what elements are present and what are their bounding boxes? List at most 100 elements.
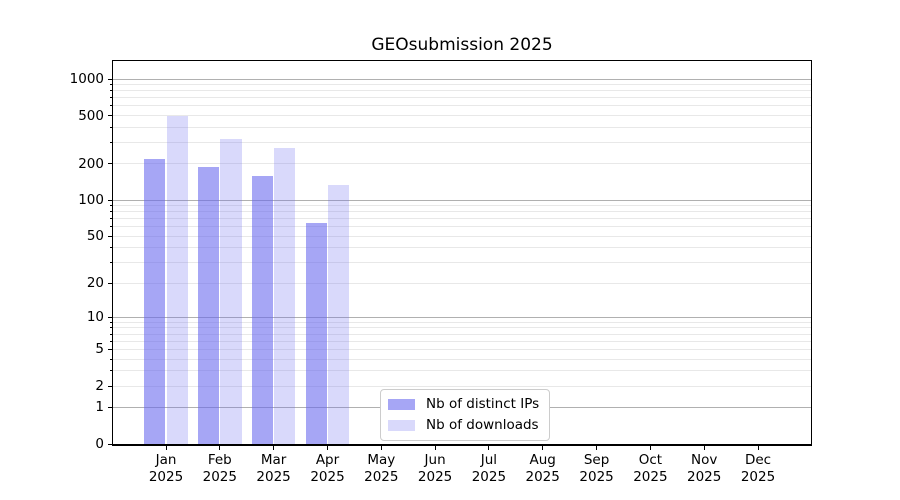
- y-minor-tick-mark: [110, 282, 112, 284]
- x-tick-label-line: 2025: [417, 468, 453, 485]
- y-minor-tick-mark: [110, 115, 112, 117]
- gridline-minor: [113, 370, 811, 372]
- y-tick-label: 0: [95, 436, 104, 452]
- y-tick-label: 20: [86, 275, 104, 292]
- y-minor-tick-mark: [110, 348, 112, 350]
- x-tick-mark: [542, 446, 544, 450]
- y-tick-mark: [108, 406, 112, 408]
- x-tick-label-line: Oct: [638, 452, 663, 468]
- x-tick-mark: [649, 446, 651, 450]
- x-tick-label: Mar 2025: [234, 452, 314, 485]
- legend: Nb of distinct IPs Nb of downloads: [380, 389, 551, 441]
- y-minor-tick-mark: [110, 105, 112, 107]
- y-tick-label: 200: [78, 155, 104, 172]
- y-tick-label: 500: [78, 107, 104, 124]
- bar-nb-of-distinct-ips-jan-2025: [144, 158, 166, 444]
- x-tick-mark: [757, 446, 759, 450]
- legend-label-downloads: Nb of downloads: [426, 417, 539, 433]
- x-tick-mark: [596, 446, 598, 450]
- gridline-minor: [113, 115, 811, 117]
- bar-nb-of-distinct-ips-feb-2025: [197, 166, 220, 444]
- y-minor-tick-mark: [110, 385, 112, 387]
- legend-label-distinct-ips: Nb of distinct IPs: [426, 396, 540, 412]
- y-tick-mark: [108, 199, 112, 201]
- gridline-minor: [113, 105, 811, 107]
- gridline-minor: [113, 333, 811, 335]
- y-tick-label: 2: [95, 378, 104, 394]
- y-minor-tick-mark: [110, 226, 112, 228]
- y-minor-tick-mark: [110, 340, 112, 342]
- x-tick-mark: [165, 446, 167, 450]
- gridline-minor: [113, 358, 811, 360]
- x-tick-label-line: Feb: [207, 452, 232, 468]
- gridline-minor: [113, 90, 811, 92]
- x-tick-label-line: Dec: [744, 452, 772, 468]
- legend-item-distinct-ips: Nb of distinct IPs: [388, 396, 539, 413]
- y-minor-tick-mark: [110, 84, 112, 86]
- gridline-minor: [113, 142, 811, 143]
- x-tick-label: Dec 2025: [718, 452, 798, 485]
- bar-nb-of-distinct-ips-apr-2025: [305, 222, 327, 444]
- y-tick-label: 10: [86, 309, 104, 326]
- bar-nb-of-downloads-jan-2025: [166, 115, 188, 444]
- gridline-minor: [113, 282, 811, 284]
- legend-swatch-distinct-ips: [388, 399, 415, 410]
- gridline-minor: [113, 163, 811, 165]
- gridline-minor: [113, 348, 811, 350]
- x-tick-label: Apr 2025: [288, 452, 368, 485]
- y-minor-tick-mark: [110, 235, 112, 237]
- y-minor-tick-mark: [110, 262, 112, 264]
- x-tick-label-line: 2025: [364, 468, 399, 485]
- x-tick-label-line: 2025: [202, 468, 237, 485]
- x-tick-mark: [327, 446, 328, 450]
- x-tick-label: Feb 2025: [180, 452, 260, 485]
- y-minor-tick-mark: [110, 205, 112, 207]
- plot-area: Nb of distinct IPs Nb of downloads: [112, 60, 812, 446]
- gridline-minor: [113, 211, 811, 213]
- x-tick-mark: [488, 446, 490, 450]
- x-tick-label-line: 2025: [310, 468, 345, 485]
- x-tick-label-line: Mar: [260, 452, 287, 468]
- y-minor-tick-mark: [110, 370, 112, 372]
- x-tick-label: Aug 2025: [503, 452, 583, 485]
- x-tick-mark: [273, 446, 275, 450]
- bar-nb-of-downloads-apr-2025: [328, 185, 350, 444]
- x-tick-label-line: 2025: [525, 468, 560, 485]
- y-tick-mark: [108, 443, 112, 445]
- gridline-minor: [113, 385, 811, 387]
- y-tick-mark: [108, 316, 112, 318]
- x-tick-label-line: 2025: [256, 468, 291, 485]
- x-tick-label-line: 2025: [148, 468, 184, 485]
- x-tick-label-line: Apr: [315, 452, 340, 468]
- x-tick-label-line: Nov: [691, 452, 718, 468]
- chart-title: GEOsubmission 2025: [371, 35, 553, 55]
- x-tick-label-line: Jan: [155, 452, 177, 468]
- y-minor-tick-mark: [110, 358, 112, 360]
- gridline-minor: [113, 235, 811, 237]
- gridline-major: [113, 199, 811, 201]
- legend-swatch-downloads: [388, 420, 415, 431]
- x-tick-mark: [434, 446, 436, 450]
- x-tick-mark: [219, 446, 221, 450]
- x-tick-label: Jul 2025: [449, 452, 529, 485]
- x-tick-label: May 2025: [341, 452, 421, 485]
- y-tick-label: 1000: [69, 71, 104, 87]
- x-tick-mark: [703, 446, 705, 450]
- gridline-minor: [113, 218, 811, 220]
- x-tick-label-line: 2025: [633, 468, 668, 485]
- gridline-minor: [113, 327, 811, 329]
- x-tick-label: Oct 2025: [610, 452, 690, 485]
- x-tick-label-line: May: [367, 452, 396, 468]
- y-minor-tick-mark: [110, 211, 112, 213]
- y-minor-tick-mark: [110, 218, 112, 220]
- x-tick-label-line: 2025: [579, 468, 614, 485]
- y-minor-tick-mark: [110, 126, 112, 128]
- gridline-minor: [113, 262, 811, 264]
- y-tick-label: 100: [78, 192, 104, 209]
- gridline-minor: [113, 97, 811, 99]
- bar-nb-of-downloads-feb-2025: [220, 139, 242, 444]
- x-tick-label: Sep 2025: [557, 452, 637, 485]
- gridline-minor: [113, 126, 811, 128]
- bar-nb-of-downloads-mar-2025: [274, 148, 296, 444]
